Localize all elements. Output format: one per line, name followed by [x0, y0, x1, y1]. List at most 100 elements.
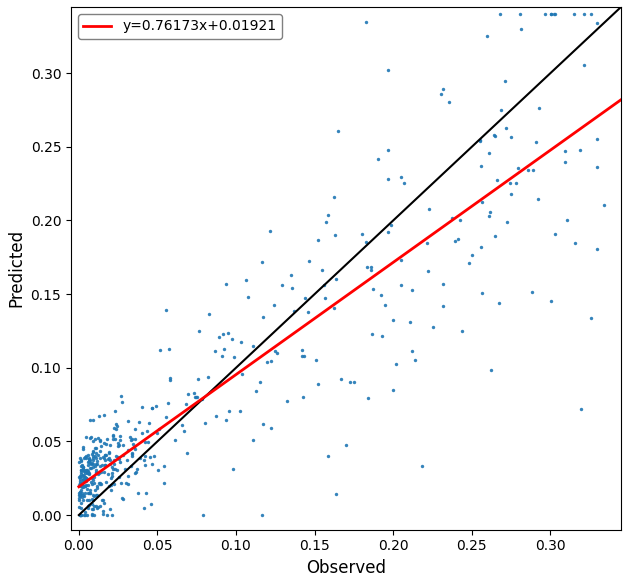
- Point: [108, 432, 118, 441]
- Point: [396, 281, 406, 290]
- Point: [183, 390, 193, 399]
- Point: [94, 411, 104, 420]
- Point: [76, 467, 86, 477]
- Point: [75, 491, 85, 500]
- Point: [236, 338, 246, 347]
- Point: [91, 467, 101, 477]
- Point: [523, 165, 533, 174]
- Point: [105, 460, 115, 469]
- Point: [90, 443, 100, 453]
- Point: [435, 89, 445, 99]
- Point: [123, 480, 133, 489]
- Point: [147, 460, 157, 469]
- Point: [83, 474, 93, 483]
- Point: [362, 263, 372, 272]
- Point: [109, 459, 119, 468]
- Point: [78, 470, 88, 479]
- Point: [531, 137, 541, 147]
- Point: [88, 453, 98, 463]
- Point: [340, 440, 350, 450]
- Point: [99, 454, 109, 463]
- Point: [75, 510, 85, 520]
- Point: [114, 454, 124, 464]
- Point: [198, 510, 208, 520]
- Point: [78, 476, 89, 485]
- Point: [445, 97, 455, 106]
- Point: [107, 463, 117, 472]
- Point: [367, 329, 377, 339]
- Point: [95, 501, 106, 510]
- Point: [79, 510, 89, 520]
- Point: [242, 292, 252, 301]
- Point: [161, 413, 171, 422]
- Point: [75, 475, 85, 484]
- Point: [95, 461, 106, 471]
- Point: [87, 432, 97, 442]
- Point: [500, 77, 510, 86]
- Point: [80, 481, 90, 491]
- Point: [141, 488, 151, 498]
- Point: [99, 506, 109, 516]
- Point: [489, 130, 499, 139]
- Point: [90, 462, 100, 471]
- Point: [349, 377, 359, 387]
- Point: [106, 473, 116, 482]
- Point: [200, 418, 210, 427]
- Point: [116, 392, 126, 401]
- Point: [77, 503, 87, 513]
- Point: [98, 453, 108, 462]
- Point: [319, 281, 329, 290]
- Point: [112, 441, 122, 450]
- Point: [219, 345, 229, 354]
- Point: [82, 432, 92, 442]
- Point: [75, 487, 85, 496]
- Point: [142, 427, 152, 436]
- Point: [75, 465, 85, 475]
- Point: [467, 250, 477, 259]
- Point: [373, 155, 383, 164]
- Point: [328, 303, 338, 312]
- Point: [286, 270, 296, 280]
- Point: [366, 266, 376, 275]
- Point: [128, 439, 138, 448]
- Point: [317, 265, 327, 274]
- Point: [99, 439, 109, 448]
- Point: [227, 334, 237, 343]
- Point: [193, 374, 203, 384]
- Point: [107, 464, 117, 473]
- Point: [78, 463, 88, 472]
- Point: [386, 221, 396, 230]
- Point: [255, 377, 265, 387]
- Point: [83, 481, 93, 490]
- Point: [276, 281, 286, 290]
- Point: [560, 147, 570, 156]
- Point: [75, 487, 85, 496]
- Point: [87, 436, 97, 446]
- Point: [85, 433, 95, 443]
- Point: [92, 491, 102, 500]
- Point: [249, 341, 259, 350]
- Point: [81, 465, 91, 475]
- Point: [85, 463, 95, 472]
- Point: [137, 428, 147, 437]
- Point: [376, 290, 386, 300]
- Point: [80, 475, 90, 484]
- Point: [549, 10, 559, 19]
- Point: [85, 455, 95, 464]
- Point: [92, 433, 102, 443]
- Point: [129, 468, 139, 478]
- Point: [224, 406, 234, 415]
- Point: [117, 493, 127, 503]
- Point: [95, 435, 105, 444]
- Point: [100, 451, 111, 460]
- Point: [127, 449, 137, 458]
- Point: [77, 461, 87, 471]
- Point: [77, 480, 87, 489]
- Point: [84, 451, 94, 460]
- Point: [129, 442, 139, 451]
- Point: [78, 476, 88, 485]
- Point: [272, 349, 282, 358]
- Point: [270, 347, 280, 356]
- Point: [331, 489, 341, 499]
- Point: [321, 217, 331, 226]
